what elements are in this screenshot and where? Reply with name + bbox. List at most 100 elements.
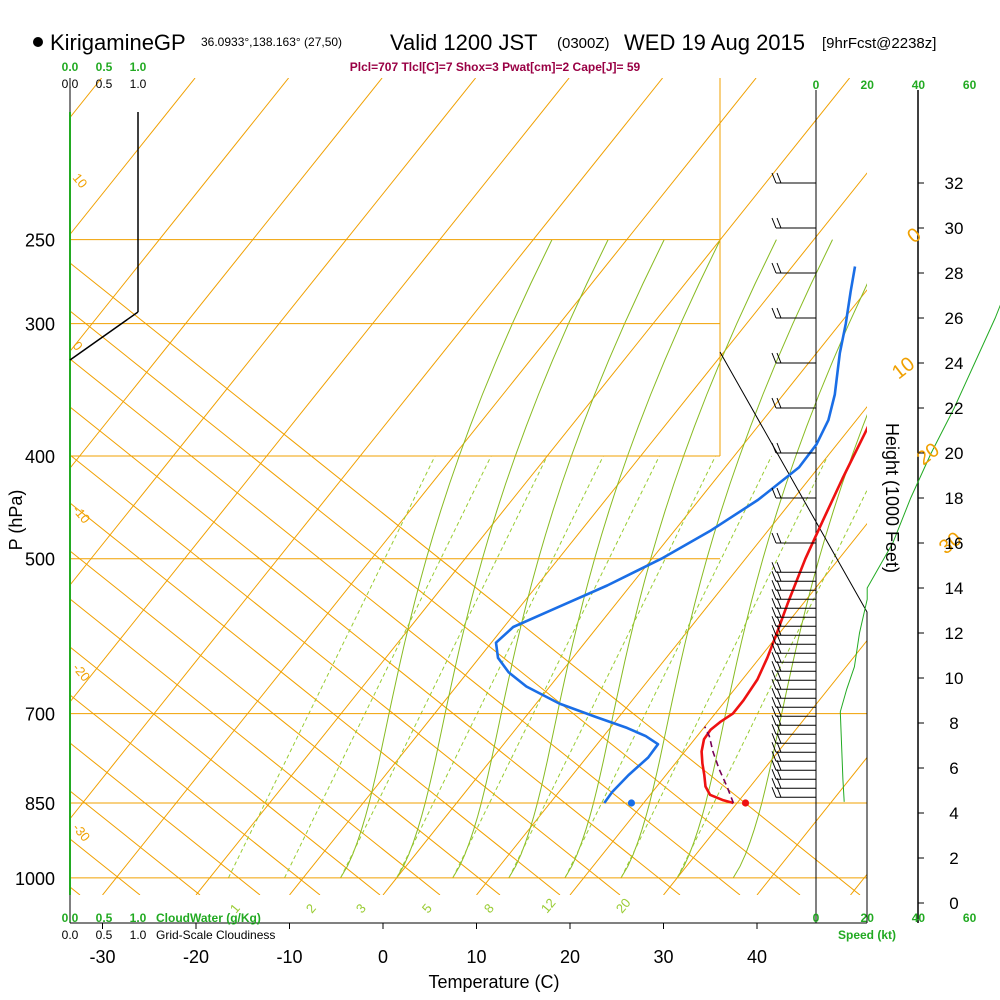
cloudwater-tick-top: 0.0 [62, 60, 79, 74]
wind-barb-flag [771, 442, 777, 454]
temperature-line [700, 425, 867, 805]
wind-barb-flag [771, 634, 777, 645]
speed-tick-top: 20 [861, 78, 875, 92]
cloudiness-profile-diag [69, 311, 139, 361]
header: KirigamineGP 36.0933°,138.163° (27,50) V… [33, 30, 936, 74]
cloudiness-tick-bottom: 1.0 [130, 928, 147, 942]
zulu-time: (0300Z) [557, 35, 610, 52]
pressure-tick-label: 500 [25, 550, 55, 570]
height-tick-label: 26 [945, 309, 964, 328]
moist-adiabat-line [564, 239, 777, 879]
adiabat-value-label: -20 [70, 660, 94, 684]
y-axis-label: P (hPa) [6, 490, 26, 551]
wind-barb-flag [771, 778, 777, 789]
dry-adiabat-line [70, 694, 321, 895]
isotherm-line [70, 78, 570, 703]
wind-barb-flag [776, 724, 782, 735]
parcel-line [703, 726, 735, 804]
height-tick-label: 12 [945, 624, 964, 643]
wind-barb-flag [776, 307, 782, 319]
isotherm-line [850, 873, 867, 895]
moist-adiabat-line [452, 239, 665, 879]
height-panel-border [719, 351, 868, 923]
wind-barb-flag [771, 598, 777, 609]
data-layer [494, 266, 867, 807]
wind-barb-flag [771, 724, 777, 735]
wind-barb-flag [771, 751, 777, 762]
height-panel-lines [719, 351, 868, 923]
moist-adiabat-line [620, 239, 833, 879]
wind-barb-flag [776, 562, 782, 573]
valid-time: Valid 1200 JST [390, 30, 538, 55]
wind-barb-flag [776, 598, 782, 609]
speed-tick-top: 60 [963, 78, 977, 92]
temperature-tick-label: 30 [653, 947, 673, 967]
isotherm-line [70, 78, 102, 119]
isotherm-value-label: 0 [903, 224, 925, 248]
cloudiness-tick-bottom: 0.5 [96, 928, 113, 942]
wind-barb-flag [771, 670, 777, 681]
height-tick-label: 16 [945, 534, 964, 553]
height-axis-label: Height (1000 Feet) [882, 423, 902, 573]
height-tick-label: 20 [945, 444, 964, 463]
speed-tick-bottom: 60 [963, 911, 977, 925]
dry-adiabat-line [70, 454, 621, 895]
wind-barb-flag [776, 217, 782, 229]
height-tick-label: 0 [949, 894, 958, 913]
mixing-ratio-line [396, 455, 604, 879]
pressure-tick-label: 250 [25, 231, 55, 251]
height-tick-label: 2 [949, 849, 958, 868]
wind-barb-flag [771, 643, 777, 654]
height-tick-label: 18 [945, 489, 964, 508]
adiabat-value-label: 10 [70, 170, 91, 191]
wind-barb-flag [776, 769, 782, 780]
pressure-tick-label: 1000 [15, 869, 55, 889]
isotherm-line [382, 289, 867, 895]
wind-barbs [771, 172, 1000, 802]
cloudiness-tick-top: 0.0 [62, 77, 79, 91]
cloudwater-tick-top: 0.5 [96, 60, 113, 74]
mixing-ratio-label: 8 [481, 901, 497, 916]
stability-indices: Plcl=707 Tlcl[C]=7 Shox=3 Pwat[cm]=2 Cap… [350, 60, 641, 74]
pressure-tick-label: 850 [25, 794, 55, 814]
wind-barb-flag [771, 571, 777, 582]
forecast-info: [9hrFcst@2238z] [822, 35, 936, 52]
isotherm-line [289, 172, 867, 895]
wind-barb-flag [776, 634, 782, 645]
wind-barb-flag [771, 769, 777, 780]
wind-barb-flag [771, 652, 777, 663]
height-tick-label: 30 [945, 219, 964, 238]
mixing-ratio-line [452, 455, 660, 879]
cloudiness-tick-top: 0.5 [96, 77, 113, 91]
wind-barb-flag [776, 661, 782, 672]
speed-tick-top: 40 [912, 78, 926, 92]
adiabat-value-label: -30 [70, 820, 94, 844]
moist-adiabat-line [732, 414, 867, 879]
temperature-tick-label: 10 [466, 947, 486, 967]
height-tick-label: 8 [949, 714, 958, 733]
station-name: KirigamineGP [50, 30, 186, 55]
wind-barb-flag [771, 697, 777, 708]
mixing-ratio-line [564, 455, 773, 879]
temperature-tick-label: 0 [378, 947, 388, 967]
x-axis-label: Temperature (C) [428, 972, 559, 992]
wind-barb-flag [776, 679, 782, 690]
speed-tick-bottom: 40 [912, 911, 926, 925]
wind-barb-flag [771, 706, 777, 717]
wind-barb-flag [776, 397, 782, 409]
wind-barb-flag [776, 706, 782, 717]
wind-barb-flag [771, 733, 777, 744]
moist-adiabat-line [508, 239, 721, 879]
wind-barb-flag [776, 487, 782, 499]
mixing-ratio-label: 20 [613, 895, 634, 916]
wind-barb-flag [771, 580, 777, 591]
surface-dewpoint-marker [627, 799, 636, 807]
station-dot-icon [33, 37, 43, 47]
wind-barb-flag [771, 616, 777, 627]
wind-barb-flag [771, 625, 777, 636]
dry-adiabat-line [70, 502, 561, 895]
valid-date: WED 19 Aug 2015 [624, 30, 805, 55]
wind-barb-flag [776, 670, 782, 681]
station-coords: 36.0933°,138.163° (27,50) [201, 35, 342, 49]
wind-barb-flag [771, 487, 777, 499]
